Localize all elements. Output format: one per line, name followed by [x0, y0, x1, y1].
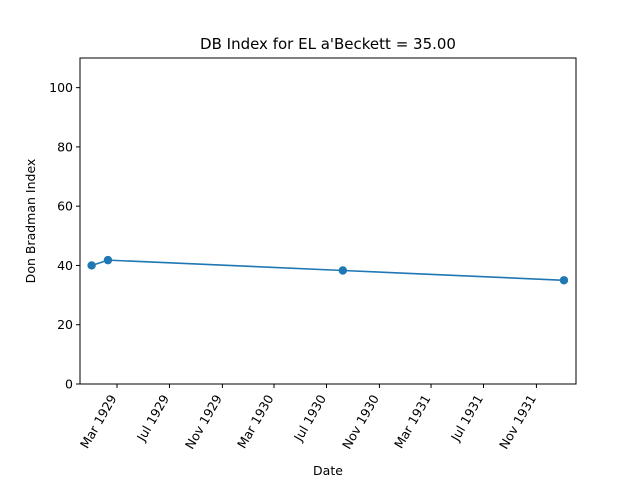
y-tick-label: 0 [65, 377, 73, 392]
y-tick-label: 60 [57, 199, 73, 214]
y-tick-label: 20 [57, 317, 73, 332]
series-line [91, 259, 564, 282]
plot-area [79, 57, 577, 385]
y-axis-label: Don Bradman Index [23, 159, 38, 284]
data-point [103, 255, 113, 265]
y-tick-label: 100 [49, 80, 73, 95]
chart-title: DB Index for EL a'Beckett = 35.00 [200, 35, 456, 53]
data-point [338, 266, 348, 275]
data-point [87, 261, 96, 270]
data-point [559, 276, 569, 285]
series-layer [87, 255, 569, 285]
y-tick-label: 40 [57, 258, 73, 273]
y-tick-label: 80 [57, 139, 73, 154]
y-axis: 0 20 40 60 80 100 [49, 80, 80, 392]
x-axis-label: Date [313, 463, 343, 478]
